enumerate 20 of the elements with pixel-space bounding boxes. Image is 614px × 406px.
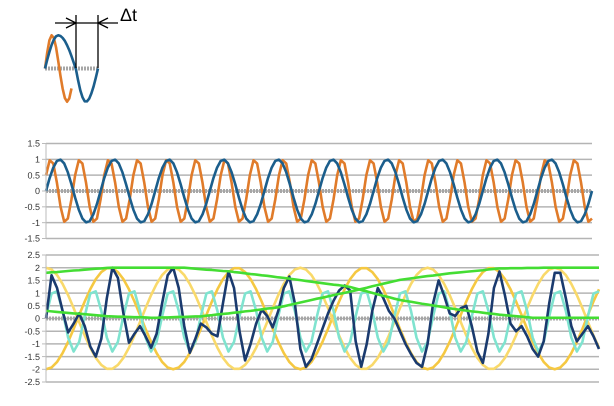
y-tick-label: -2 xyxy=(32,364,40,374)
line-series xyxy=(44,266,600,320)
y-tick-label: 1.5 xyxy=(27,276,40,286)
y-tick-label: -1 xyxy=(32,339,40,350)
y-tick-label: 2 xyxy=(34,262,40,273)
y-tick-label: 1 xyxy=(34,154,40,165)
y-tick-label: 2.5 xyxy=(27,250,40,260)
y-tick-label: -0.5 xyxy=(24,326,40,336)
y-tick-label: 0.5 xyxy=(27,300,40,311)
y-tick-label: 1 xyxy=(34,288,40,298)
y-tick-label: -0.5 xyxy=(24,202,40,212)
y-tick-label: 0 xyxy=(34,314,40,324)
y-tick-label: 0 xyxy=(34,186,40,196)
y-tick-label: -1.5 xyxy=(24,234,40,244)
text: Δt xyxy=(120,5,138,26)
y-tick-label: -1 xyxy=(32,218,40,228)
y-tick-label: 1.5 xyxy=(27,138,40,149)
y-tick-label: -2.5 xyxy=(24,377,40,388)
y-tick-label: 0.5 xyxy=(27,170,40,180)
y-tick-label: -1.5 xyxy=(24,352,40,362)
